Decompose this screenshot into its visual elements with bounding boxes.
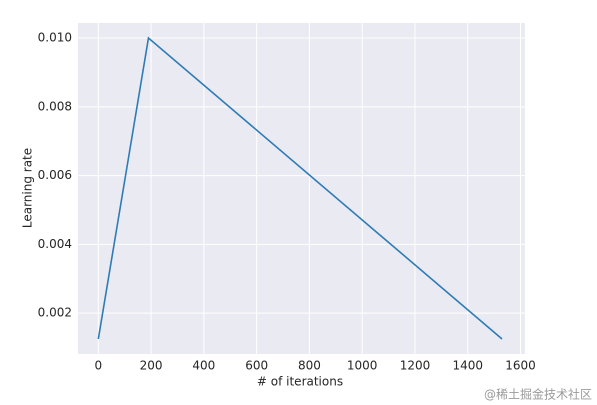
y-tick-label: 0.004 bbox=[38, 237, 72, 251]
line bbox=[97, 36, 503, 340]
x-tick-label: 1400 bbox=[452, 359, 483, 373]
x-tick-label: 800 bbox=[298, 359, 321, 373]
x-tick-label: 200 bbox=[140, 359, 163, 373]
x-tick-label: 1600 bbox=[505, 359, 536, 373]
x-tick-label: 0 bbox=[94, 359, 102, 373]
x-tick-label: 1200 bbox=[400, 359, 431, 373]
plot-area bbox=[78, 23, 525, 354]
x-tick-label: 1000 bbox=[347, 359, 378, 373]
x-tick-label: 400 bbox=[192, 359, 215, 373]
y-tick-label: 0.010 bbox=[38, 31, 72, 45]
y-axis-label: Learning rate bbox=[21, 148, 35, 228]
y-tick-label: 0.002 bbox=[38, 306, 72, 320]
watermark: @稀土掘金技术社区 bbox=[484, 387, 592, 402]
x-tick-label: 600 bbox=[245, 359, 268, 373]
y-tick-label: 0.006 bbox=[38, 168, 72, 182]
x-axis-label: # of iterations bbox=[257, 375, 343, 389]
y-tick-label: 0.008 bbox=[38, 99, 72, 113]
